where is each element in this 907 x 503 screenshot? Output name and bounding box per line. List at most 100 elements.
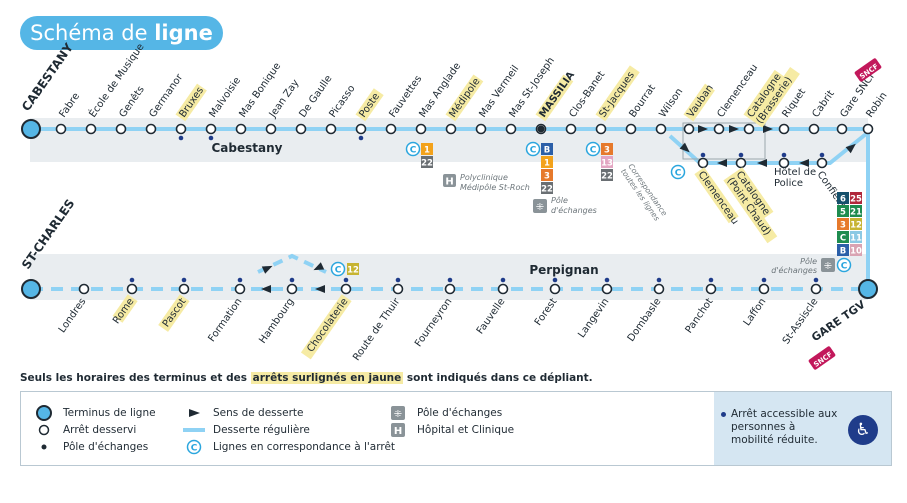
svg-text:25: 25 bbox=[850, 195, 862, 205]
svg-text:Wilson: Wilson bbox=[657, 86, 685, 119]
svg-text:Poste: Poste bbox=[357, 91, 382, 119]
pole-dot-fauvelle bbox=[500, 277, 506, 283]
svg-text:Langevin: Langevin bbox=[576, 296, 611, 340]
pole-dot-clemenceau bbox=[700, 152, 706, 158]
svg-text:⁜: ⁜ bbox=[394, 409, 402, 420]
stop-fabre bbox=[55, 123, 67, 135]
interchange-icon-gare-tgv: ⁜ bbox=[821, 258, 835, 272]
svg-text:C: C bbox=[530, 146, 537, 156]
stop-picasso bbox=[325, 123, 337, 135]
stop-malvoisie bbox=[205, 123, 217, 135]
stop-label-formation: Formation bbox=[206, 296, 244, 344]
stop-label-dombasle: Dombasle bbox=[626, 296, 664, 343]
stop-gare-sncf bbox=[836, 123, 848, 135]
stop-label-route-de-thuir: Route de Thuir bbox=[351, 296, 403, 363]
gare-tgv-line-b: B bbox=[837, 244, 849, 257]
stop-poste bbox=[355, 123, 367, 135]
stop-germanor bbox=[145, 123, 157, 135]
stop-fourneyron bbox=[444, 283, 456, 295]
stop-mas-vermeil bbox=[475, 123, 487, 135]
page-title: Schéma de ligne bbox=[20, 16, 223, 50]
svg-text:Forest: Forest bbox=[533, 296, 560, 328]
svg-text:C: C bbox=[410, 146, 417, 156]
stop-label-poste: Poste bbox=[355, 88, 384, 122]
stop-panchot bbox=[705, 283, 717, 295]
pole-dot-malvoisie bbox=[208, 135, 214, 141]
terminus-st-charles bbox=[21, 279, 41, 299]
legend-connection-label: Lignes en correspondance à l'arrêt bbox=[213, 440, 396, 453]
svg-text:12: 12 bbox=[850, 221, 862, 231]
svg-text:Jean Zay: Jean Zay bbox=[267, 78, 302, 121]
stop-laffon bbox=[758, 283, 770, 295]
connection-icon-mas-anglade: C bbox=[405, 141, 421, 157]
stop-robin bbox=[862, 123, 874, 135]
svg-text:H: H bbox=[445, 177, 453, 188]
svg-text:Fourneyron: Fourneyron bbox=[413, 296, 454, 349]
stop-confient bbox=[816, 157, 828, 169]
wilson-correspondance-note: Correspondancetoutes les lignes bbox=[619, 162, 669, 223]
gare-tgv-line-12: 12 bbox=[850, 218, 862, 231]
stop-bruxes bbox=[175, 123, 187, 135]
svg-text:Route de Thuir: Route de Thuir bbox=[351, 296, 403, 363]
direction-arrows bbox=[261, 125, 856, 293]
stop-fauvelle bbox=[497, 283, 509, 295]
connection-icon-st-jacques: C bbox=[585, 141, 601, 157]
legend-regular-label: Desserte régulière bbox=[213, 423, 310, 436]
svg-text:Cabrit: Cabrit bbox=[810, 89, 836, 120]
legend-stop-label: Arrêt desservi bbox=[63, 423, 137, 436]
svg-text:21: 21 bbox=[850, 208, 862, 218]
stop-route-de-thuir bbox=[392, 283, 404, 295]
stop-label-fourneyron: Fourneyron bbox=[413, 296, 454, 349]
svg-text:Dombasle: Dombasle bbox=[626, 296, 664, 343]
stop-hotel-de-police bbox=[778, 157, 790, 169]
svg-text:Londres: Londres bbox=[57, 296, 89, 335]
massilia-pole-note: Pôle d'échanges bbox=[551, 195, 597, 215]
stop-mas-st-joseph bbox=[505, 123, 517, 135]
svg-text:Laffon: Laffon bbox=[742, 296, 769, 328]
stop-clos-banet bbox=[565, 123, 577, 135]
svg-text:⁜: ⁜ bbox=[824, 261, 832, 272]
svg-text:Robin: Robin bbox=[864, 90, 889, 119]
stop-label-wilson: Wilson bbox=[657, 86, 685, 119]
pole-dot-rome bbox=[129, 277, 135, 283]
medipole-note: Polyclinique Médipôle St-Roch bbox=[460, 173, 530, 192]
massilia-pole-marker bbox=[537, 125, 545, 133]
svg-text:Formation: Formation bbox=[206, 296, 244, 344]
pole-dot-route-de-thuir bbox=[395, 277, 401, 283]
svg-text:⁜: ⁜ bbox=[536, 202, 544, 213]
legend-column-3: ⁜ Pôle d'échanges H Hôpital et Clinique bbox=[387, 404, 514, 438]
stop-de-gaulle bbox=[295, 123, 307, 135]
pole-dot-hambourg bbox=[289, 277, 295, 283]
svg-text:22: 22 bbox=[541, 185, 553, 195]
svg-text:Genêts: Genêts bbox=[117, 84, 147, 120]
stop-st-assiscle bbox=[810, 283, 822, 295]
stop-chocolaterie bbox=[340, 283, 352, 295]
svg-text:3: 3 bbox=[840, 221, 846, 231]
legend-interchange-label: Pôle d'échanges bbox=[417, 406, 503, 419]
legend-direction-label: Sens de desserte bbox=[213, 406, 304, 419]
pole-dot-hotel-de-police bbox=[781, 152, 787, 158]
stop-mas-anglade bbox=[415, 123, 427, 135]
stop-formation bbox=[234, 283, 246, 295]
stop-mas-bonique bbox=[235, 123, 247, 135]
massilia-line-22: 22 bbox=[541, 182, 553, 195]
svg-text:C: C bbox=[191, 443, 198, 453]
stop-ecole-de-musique bbox=[85, 123, 97, 135]
svg-text:1: 1 bbox=[424, 146, 430, 156]
svg-text:Rome: Rome bbox=[111, 296, 136, 326]
svg-text:Police: Police bbox=[774, 178, 803, 189]
stop-clemenceau bbox=[697, 157, 709, 169]
svg-text:Fauvelle: Fauvelle bbox=[475, 296, 508, 336]
stop-catalogne-point-chaud bbox=[735, 157, 747, 169]
svg-text:12: 12 bbox=[347, 266, 359, 276]
terminus-gare-tgv bbox=[858, 279, 878, 299]
pole-dot-langevin bbox=[604, 277, 610, 283]
svg-text:Hôtel de: Hôtel de bbox=[774, 166, 816, 178]
hospital-icon: H bbox=[443, 174, 456, 188]
svg-text:Pascot: Pascot bbox=[161, 296, 189, 329]
svg-text:Vauban: Vauban bbox=[685, 83, 715, 120]
stop-langevin bbox=[601, 283, 613, 295]
massilia-line-3: 3 bbox=[541, 169, 553, 182]
stop-rome bbox=[126, 283, 138, 295]
